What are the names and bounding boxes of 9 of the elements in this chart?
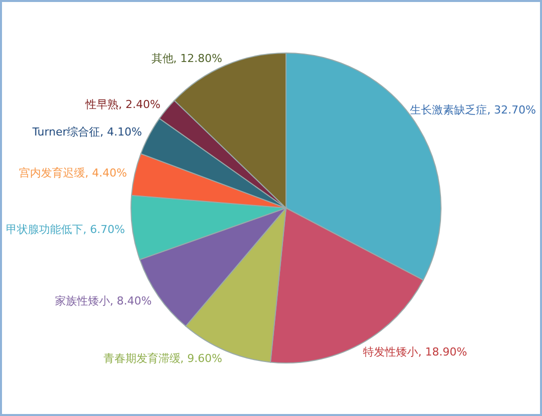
slice-label: 宫内发育迟缓, 4.40% (18, 166, 127, 180)
slice-label: 特发性矮小, 18.90% (363, 346, 468, 359)
slice-label: 家族性矮小, 8.40% (54, 294, 152, 308)
slice-label: Turner综合征, 4.10% (31, 126, 142, 139)
slice-label: 生长激素缺乏症, 32.70% (410, 104, 536, 117)
slice-label: 甲状腺功能低下, 6.70% (6, 222, 125, 236)
slice-label: 青春期发育滞缓, 9.60% (103, 352, 222, 365)
slice-label: 性早熟, 2.40% (84, 98, 160, 112)
slice-label: 其他, 12.80% (151, 52, 222, 65)
